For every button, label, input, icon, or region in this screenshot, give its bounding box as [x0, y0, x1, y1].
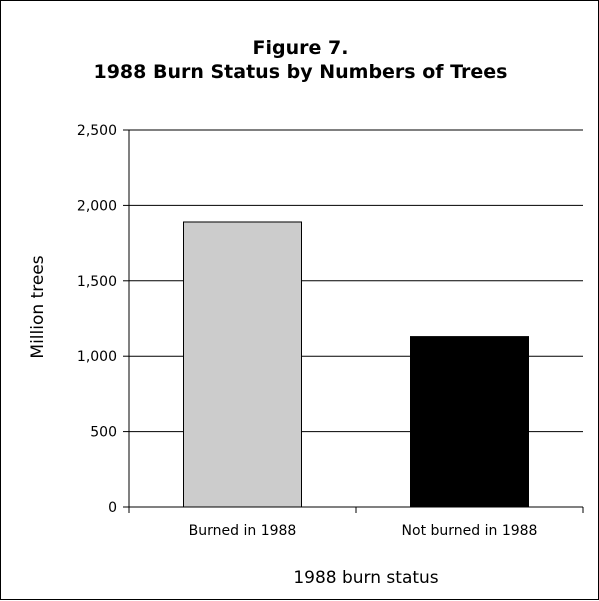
x-tick-label: Burned in 1988	[189, 523, 297, 539]
y-axis-title: Million trees	[28, 255, 48, 358]
y-tick-label: 1,500	[77, 274, 117, 290]
chart-title-line-2: 1988 Burn Status by Numbers of Trees	[93, 61, 508, 83]
x-tick-label: Not burned in 1988	[402, 523, 538, 539]
y-tick-label: 2,000	[77, 198, 117, 214]
y-tick-label: 0	[108, 500, 117, 516]
y-tick-label: 1,000	[77, 349, 117, 365]
x-axis-title: 1988 burn status	[293, 568, 438, 588]
y-tick-label: 2,500	[77, 123, 117, 139]
y-tick-label: 500	[90, 425, 117, 441]
axes	[123, 129, 584, 513]
chart-title-line-1: Figure 7.	[252, 37, 349, 59]
bar-1	[183, 221, 302, 508]
bars	[183, 221, 529, 508]
tick-labels: 0 500 1,000 1,500 2,000 2,500 Burned in 1988 No…	[77, 123, 538, 539]
bar-2	[410, 336, 529, 508]
